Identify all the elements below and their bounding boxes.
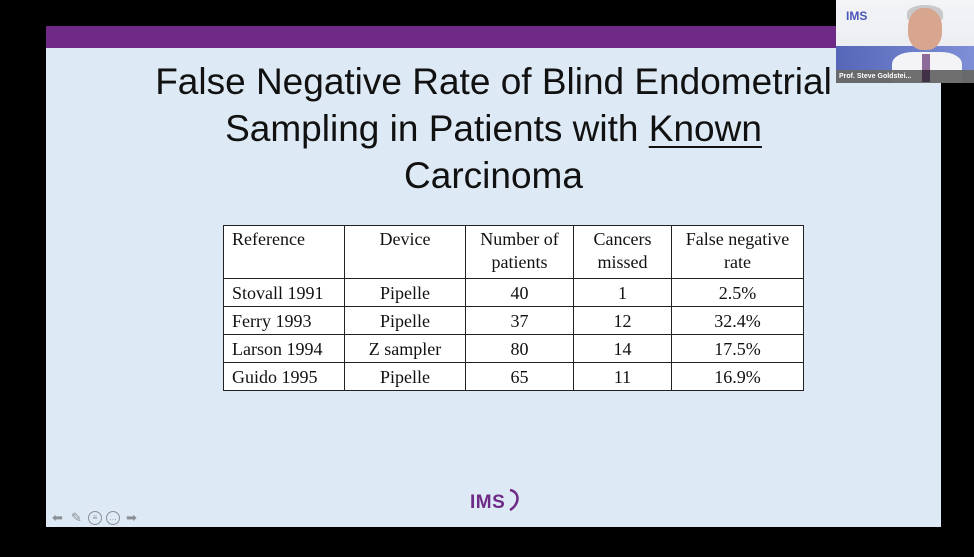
cell-false-negative-rate: 16.9%: [671, 362, 804, 391]
title-line-2: Sampling in Patients with Known: [46, 105, 941, 152]
cell-device: Pipelle: [344, 362, 466, 391]
title-line-2-text: Sampling in Patients with: [225, 108, 649, 149]
slide-top-bar: [46, 26, 941, 48]
cell-cancers-missed: 14: [573, 334, 672, 363]
slide-title: False Negative Rate of Blind Endometrial…: [46, 58, 941, 199]
slide-nav-controls: ⬅ ✎ ≡ … ➡: [50, 510, 139, 525]
title-line-1: False Negative Rate of Blind Endometrial: [155, 61, 832, 102]
header-text: Reference: [232, 229, 305, 249]
cell-device: Pipelle: [344, 278, 466, 307]
cell-false-negative-rate: 32.4%: [671, 306, 804, 335]
presenter-name-label: Prof. Steve Goldstei...: [836, 70, 974, 83]
cell-cancers-missed: 12: [573, 306, 672, 335]
cell-cancers-missed: 11: [573, 362, 672, 391]
cell-false-negative-rate: 2.5%: [671, 278, 804, 307]
header-text: patients: [491, 252, 548, 272]
header-false-negative-rate: False negative rate: [671, 225, 804, 279]
header-cancers-missed: Cancers missed: [573, 225, 672, 279]
logo-swoosh-icon: [509, 488, 519, 512]
presenter-head: [908, 8, 942, 50]
cell-reference: Ferry 1993: [223, 306, 345, 335]
presenter-tie: [922, 54, 930, 82]
cell-patients: 80: [465, 334, 574, 363]
table-header-row: Reference Device Number of patients Cance…: [223, 225, 804, 279]
next-arrow-icon[interactable]: ➡: [126, 510, 137, 525]
subtitle-icon[interactable]: ≡: [88, 510, 102, 525]
false-negative-table: Reference Device Number of patients Cance…: [223, 225, 804, 391]
pen-icon[interactable]: ✎: [71, 510, 82, 525]
cell-reference: Stovall 1991: [223, 278, 345, 307]
title-underlined-word: Known: [648, 108, 762, 149]
header-number-of-patients: Number of patients: [465, 225, 574, 279]
prev-arrow-icon[interactable]: ⬅: [52, 510, 63, 525]
cell-reference: Larson 1994: [223, 334, 345, 363]
cell-cancers-missed: 1: [573, 278, 672, 307]
header-device: Device: [344, 225, 466, 279]
presenter-webcam: IMS Prof. Steve Goldstei...: [836, 0, 974, 83]
more-icon[interactable]: …: [106, 510, 120, 525]
header-text: missed: [597, 252, 648, 272]
ims-logo: IMS: [470, 488, 519, 514]
header-reference: Reference: [223, 225, 345, 279]
logo-text: IMS: [470, 492, 506, 513]
cell-false-negative-rate: 17.5%: [671, 334, 804, 363]
cell-reference: Guido 1995: [223, 362, 345, 391]
cell-device: Pipelle: [344, 306, 466, 335]
table-row: Larson 1994 Z sampler 80 14 17.5%: [223, 334, 804, 363]
table-row: Guido 1995 Pipelle 65 11 16.9%: [223, 362, 804, 391]
table-row: Stovall 1991 Pipelle 40 1 2.5%: [223, 278, 804, 307]
title-line-3: Carcinoma: [404, 155, 583, 196]
cell-patients: 40: [465, 278, 574, 307]
header-text: Cancers: [593, 229, 652, 249]
slide: False Negative Rate of Blind Endometrial…: [46, 26, 941, 527]
table-row: Ferry 1993 Pipelle 37 12 32.4%: [223, 306, 804, 335]
header-text: False negative: [685, 229, 790, 249]
webcam-logo: IMS: [846, 9, 868, 23]
header-text: Device: [379, 229, 431, 249]
header-text: Number of: [480, 229, 559, 249]
header-text: rate: [724, 252, 751, 272]
cell-device: Z sampler: [344, 334, 466, 363]
cell-patients: 37: [465, 306, 574, 335]
cell-patients: 65: [465, 362, 574, 391]
